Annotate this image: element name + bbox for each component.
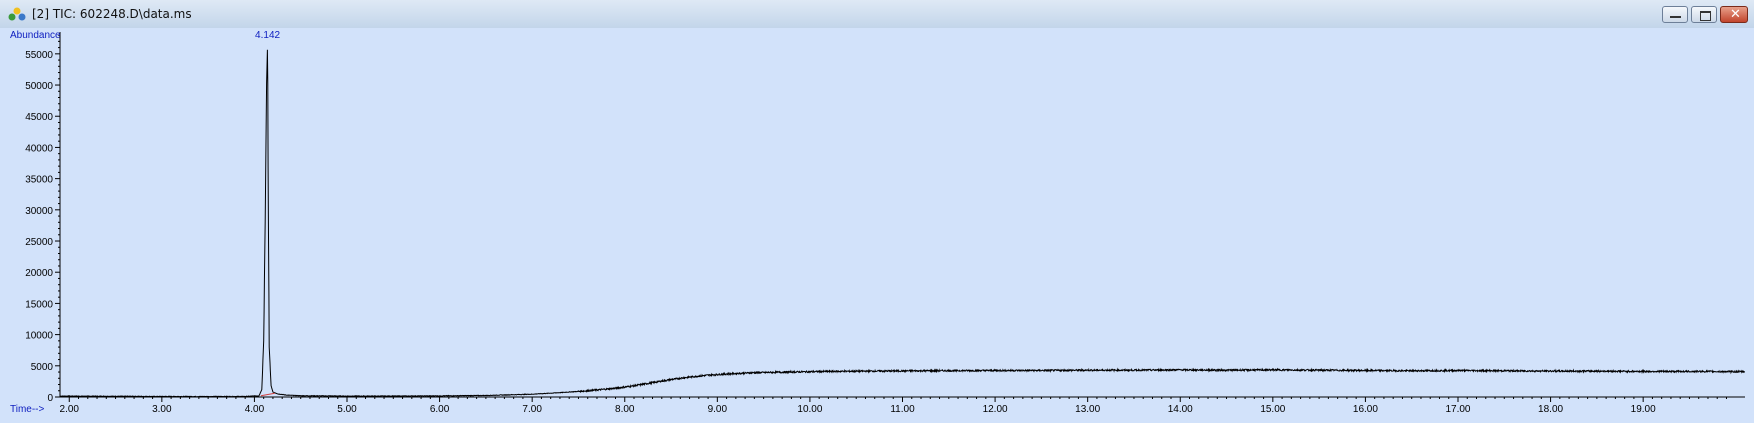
y-tick-label: 10000 [25,331,53,342]
x-tick-label: 11.00 [890,404,915,415]
peak-label: 4.142 [255,30,280,41]
y-tick-label: 5000 [31,362,54,373]
x-tick-label: 19.00 [1631,404,1656,415]
x-tick-label: 16.00 [1353,404,1378,415]
x-tick-label: 8.00 [615,404,635,415]
x-tick-label: 4.00 [245,404,265,415]
y-tick-label: 25000 [25,237,53,248]
minimize-button[interactable] [1662,6,1688,23]
y-tick-label: 45000 [25,112,53,123]
y-tick-label: 35000 [25,175,53,186]
y-tick-label: 0 [47,393,53,404]
x-tick-label: 3.00 [152,404,172,415]
x-tick-label: 17.00 [1445,404,1470,415]
x-tick-label: 9.00 [708,404,728,415]
y-tick-label: 55000 [25,50,53,61]
chromatogram-app-icon [8,7,26,21]
minimize-icon [1670,16,1681,18]
window-titlebar[interactable]: [2] TIC: 602248.D\data.ms ✕ [0,0,1754,29]
restore-button[interactable] [1691,6,1717,23]
chromatogram-plot[interactable]: 0 5000 10000 15000 20000 25000 30000 35000 40000… [0,28,1754,423]
x-tick-label: 18.00 [1538,404,1563,415]
x-tick-label: 12.00 [983,404,1008,415]
x-axis-label: Time--> [10,404,45,415]
x-tick-label: 15.00 [1260,404,1285,415]
x-tick-label: 6.00 [430,404,450,415]
x-tick-label: 14.00 [1168,404,1193,415]
x-tick-label: 2.00 [60,404,80,415]
chromatogram-chart: 0 5000 10000 15000 20000 25000 30000 35000 40000… [10,30,1746,415]
y-axis-label: Abundance [10,30,61,41]
close-button[interactable]: ✕ [1720,6,1748,23]
y-tick-label: 20000 [25,268,53,279]
peak-baseline-marker [260,392,275,397]
y-tick-label: 50000 [25,81,53,92]
x-tick-label: 10.00 [797,404,822,415]
x-tick-label: 5.00 [337,404,357,415]
window-title: [2] TIC: 602248.D\data.ms [32,7,192,21]
x-tick-label: 7.00 [522,404,542,415]
x-tick-label: 13.00 [1075,404,1100,415]
y-tick-label: 30000 [25,206,53,217]
close-icon: ✕ [1730,7,1741,22]
tic-trace [59,49,1746,398]
y-tick-label: 40000 [25,143,53,154]
y-tick-label: 15000 [25,299,53,310]
restore-icon [1700,11,1711,21]
